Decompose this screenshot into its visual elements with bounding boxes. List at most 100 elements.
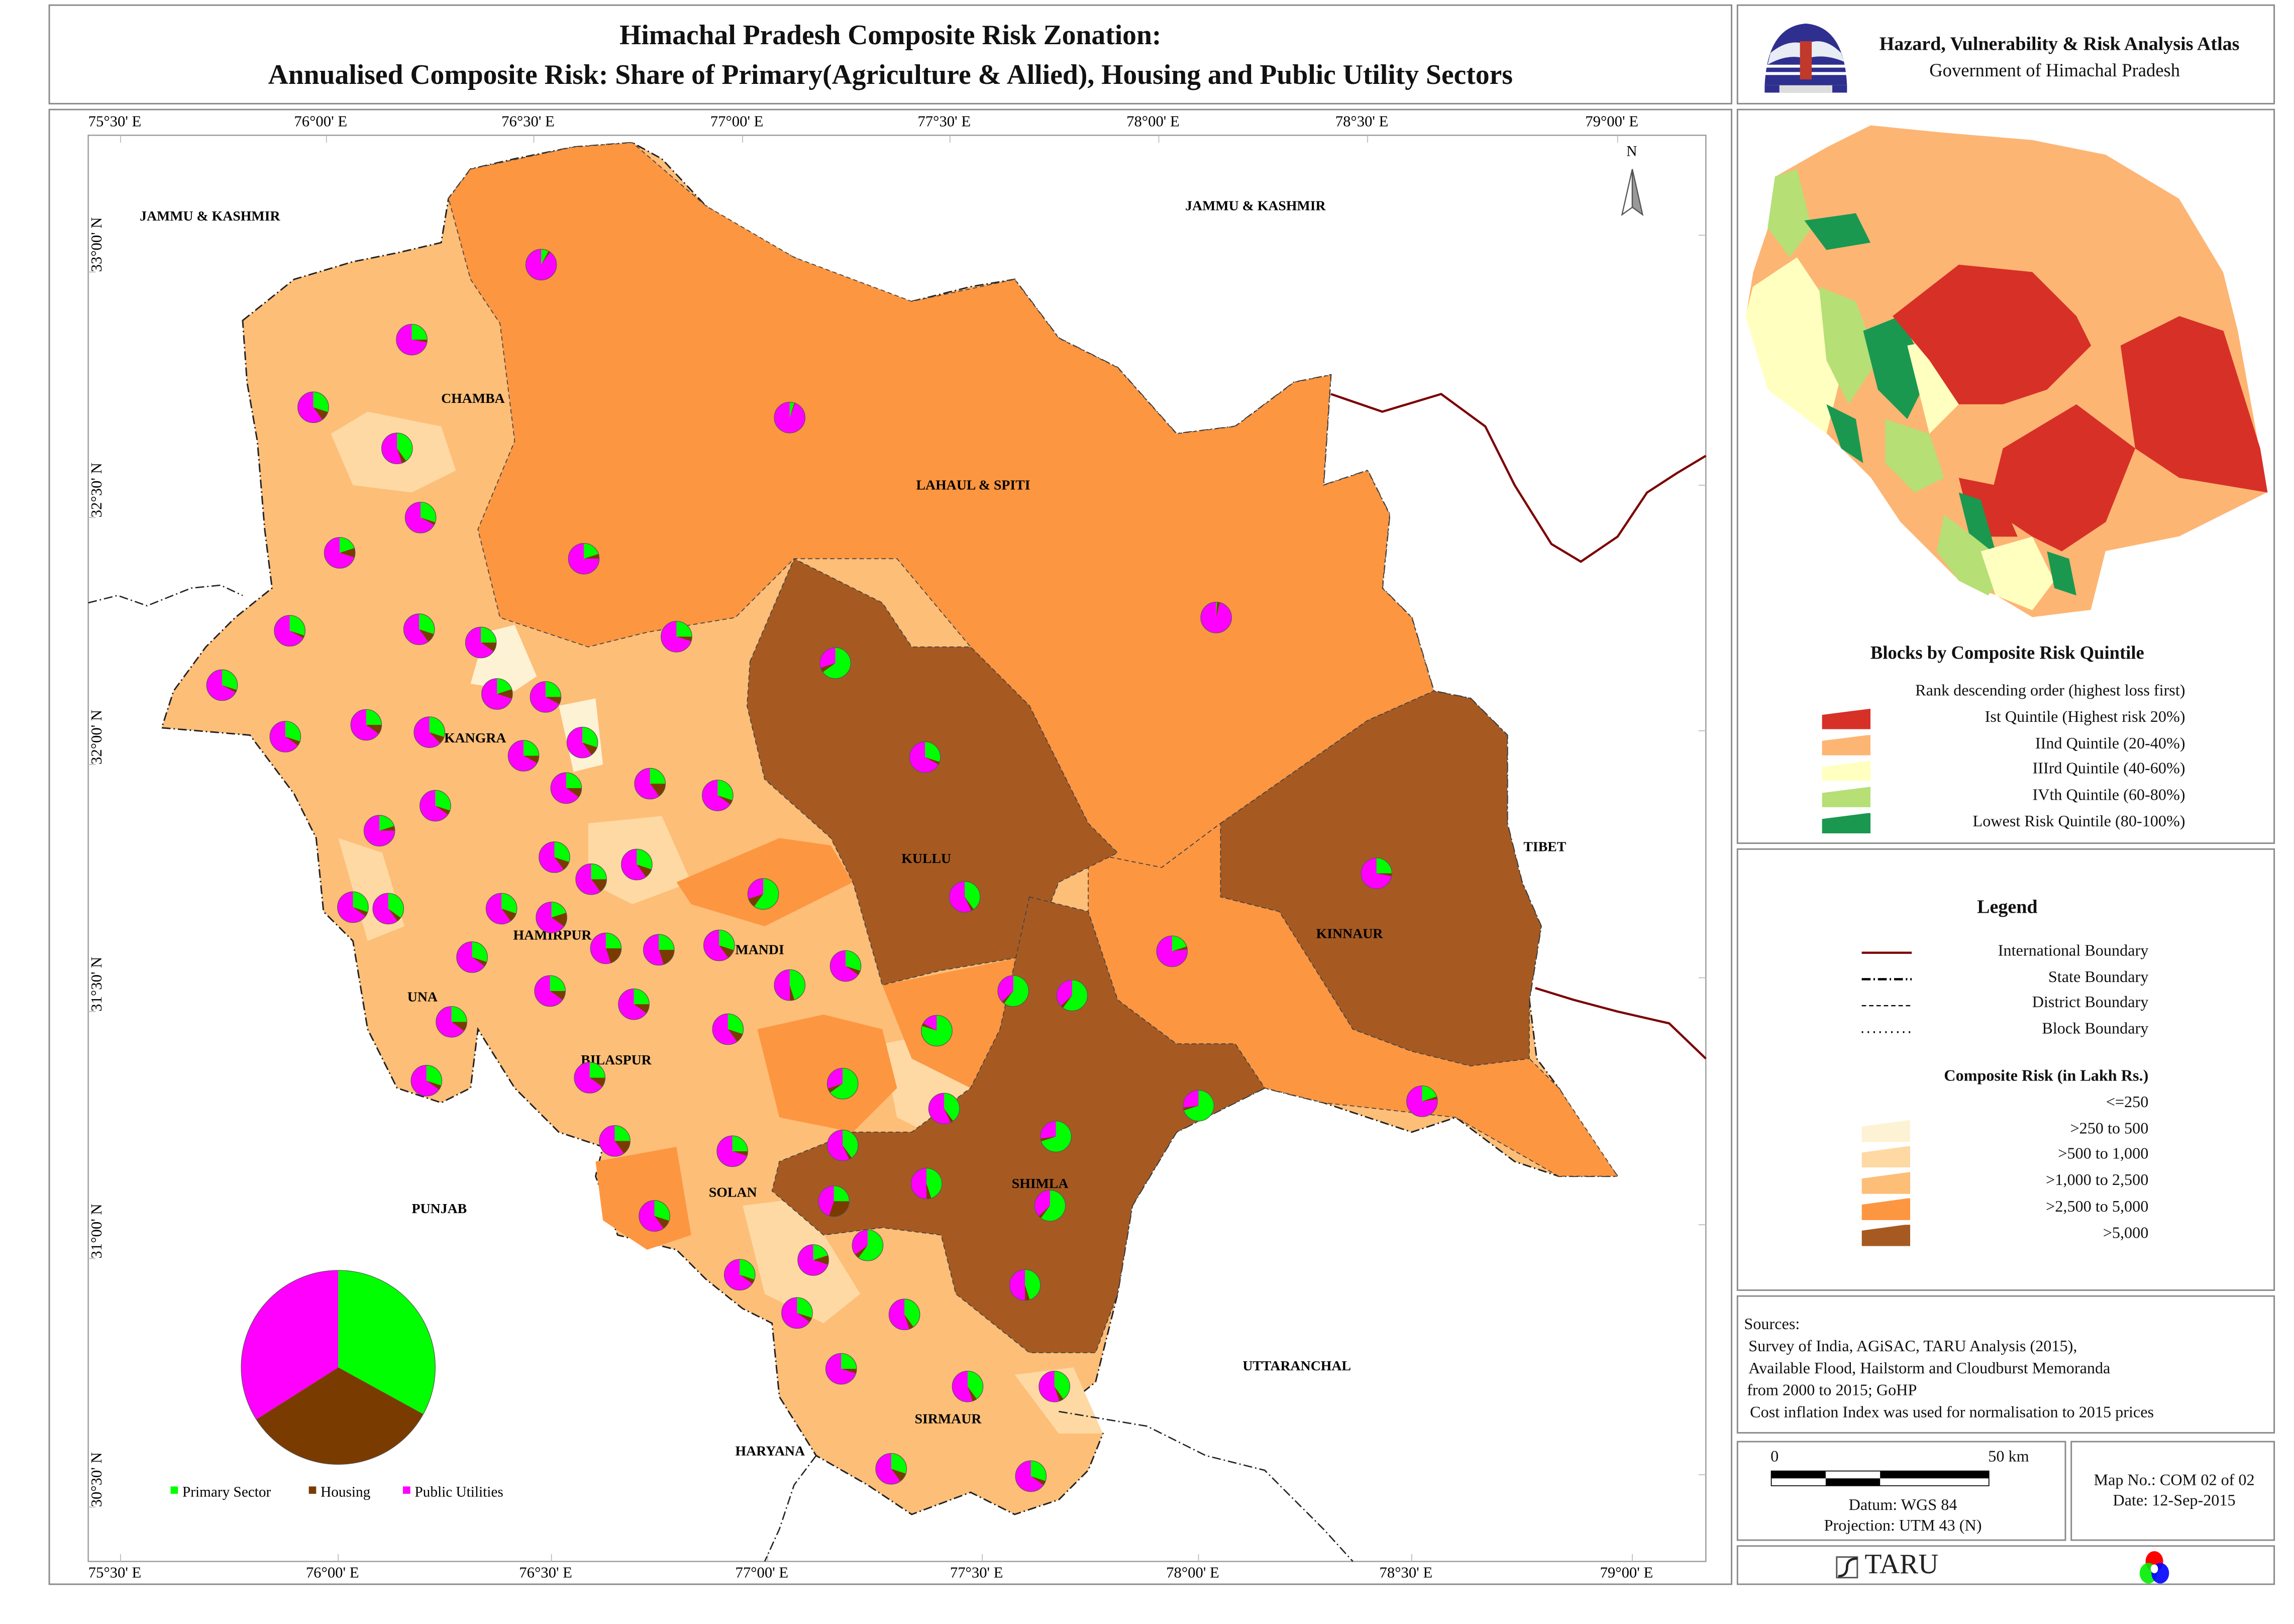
primary-slice — [1422, 1086, 1437, 1102]
risk-class-label: >500 to 1,000 — [2058, 1146, 2149, 1164]
block-pie-chart — [716, 1135, 748, 1167]
housing-slice — [797, 1313, 812, 1322]
primary-slice — [497, 678, 512, 694]
primary-slice — [411, 324, 428, 340]
housing-slice — [397, 448, 406, 463]
map-label-punjab: PUNJAB — [412, 1201, 467, 1217]
block-pie-chart — [536, 902, 567, 933]
risk-class-label: >5,000 — [2103, 1224, 2149, 1242]
housing-slice — [541, 251, 551, 265]
block-pie-chart — [774, 969, 806, 1001]
scale-bar — [1770, 1470, 1990, 1486]
block-pie-chart — [781, 1297, 813, 1329]
block-pie-chart — [797, 1244, 829, 1276]
housing-slice — [1030, 1476, 1046, 1485]
longitude-tick-label: 77°00' E — [736, 1564, 789, 1581]
primary-slice — [926, 1168, 942, 1199]
housing-slice — [501, 908, 516, 921]
utilities-slice — [1200, 602, 1232, 633]
primary-slice — [429, 716, 445, 737]
map-label-jk_east: JAMMU & KASHMIR — [1185, 198, 1326, 214]
utilities-slice — [797, 1244, 828, 1276]
utilities-slice — [420, 790, 448, 821]
longitude-tick-label: 77°00' E — [710, 113, 764, 130]
utilities-slice — [852, 1230, 868, 1255]
block-pie-chart — [1406, 1086, 1438, 1117]
housing-slice — [1040, 1136, 1056, 1142]
block-pie-chart — [852, 1229, 884, 1261]
primary-slice — [841, 1353, 857, 1369]
block-pie-chart — [723, 1259, 756, 1291]
risk-class-swatch — [1861, 1172, 1911, 1194]
utilities-slice — [324, 537, 355, 569]
primary-slice — [1216, 602, 1217, 618]
block-pie-chart — [269, 721, 301, 752]
block-pie-chart — [1038, 1370, 1070, 1402]
boundary-legend-label: International Boundary — [1998, 942, 2149, 960]
block-pie-chart — [337, 891, 369, 923]
inset-quintile-map — [1745, 125, 2268, 618]
primary-slice — [289, 615, 305, 636]
primary-slice — [1376, 857, 1392, 874]
block-pie-chart — [747, 878, 779, 910]
block-pie-chart — [826, 1067, 859, 1100]
housing-slice — [634, 1004, 650, 1014]
north-label: N — [1626, 143, 1637, 159]
block-pie-chart — [534, 975, 566, 1007]
main-map[interactable]: 75°30' E 76°00' E 76°30' E 77°00' E 77°30' E… — [0, 0, 1735, 1588]
block-pie-chart — [712, 1013, 744, 1045]
block-pie-chart — [774, 401, 806, 434]
primary-slice — [1041, 1121, 1072, 1152]
block-pie-chart — [818, 1185, 850, 1217]
quintile-subtitle: Rank descending order (highest loss firs… — [1915, 682, 2185, 700]
primary-slice — [451, 1006, 467, 1022]
block-pie-chart — [819, 647, 851, 679]
utilities-slice — [599, 1125, 624, 1157]
risk-class-swatch — [1861, 1198, 1911, 1220]
quintile-label: Lowest Risk Quintile (80-100%) — [1972, 813, 2185, 831]
utilities-slice — [575, 863, 600, 895]
utilities-slice — [481, 678, 512, 710]
utilities-slice — [465, 627, 493, 658]
longitude-tick-label: 77°30' E — [950, 1564, 1003, 1581]
boundary-legend-label: State Boundary — [2048, 968, 2149, 987]
map-label-kinnaur: KINNAUR — [1316, 926, 1384, 941]
map-label-tibet: TIBET — [1523, 839, 1566, 855]
primary-slice — [789, 402, 795, 418]
block-pie-chart — [324, 537, 356, 569]
housing-slice — [748, 894, 764, 907]
block-pie-chart — [363, 815, 395, 847]
pie-legend-chart — [241, 1270, 436, 1465]
housing-slice — [421, 517, 436, 525]
utilities-slice — [456, 941, 485, 973]
utilities-slice — [712, 1014, 737, 1045]
utilities-slice — [928, 1093, 951, 1124]
block-pie-chart — [456, 941, 488, 973]
primary-slice — [1025, 1269, 1040, 1300]
housing-slice — [313, 407, 328, 420]
scale-panel: 0 50 km Datum: WGS 84 Projection: UTM 43… — [1736, 1441, 2066, 1541]
longitude-tick-label: 76°30' E — [501, 113, 555, 130]
map-label-sirmaur: SIRMAUR — [915, 1411, 982, 1427]
sources-line: Cost inflation Index was used for normal… — [1750, 1404, 2154, 1422]
block-pie-chart — [539, 841, 570, 873]
utilities-slice — [436, 1006, 464, 1037]
risk-class-label: >1,000 to 2,500 — [2046, 1172, 2149, 1190]
block-pie-chart — [1034, 1189, 1066, 1222]
utilities-slice — [411, 1065, 439, 1097]
quintile-label: IInd Quintile (20-40%) — [2035, 734, 2185, 752]
housing-slice — [650, 784, 666, 796]
housing-slice — [545, 697, 561, 705]
primary-slice — [1063, 980, 1088, 1011]
primary-slice — [388, 893, 404, 918]
quintile-title: Blocks by Composite Risk Quintile — [1870, 642, 2144, 664]
housing-slice — [965, 897, 974, 911]
primary-slice — [719, 930, 735, 950]
primary-slice — [605, 933, 621, 948]
housing-slice — [524, 755, 539, 764]
primary-slice — [550, 976, 566, 991]
primary-slice — [925, 741, 941, 762]
map-label-kullu: KULLU — [901, 851, 951, 867]
map-label-solan: SOLAN — [709, 1185, 757, 1201]
